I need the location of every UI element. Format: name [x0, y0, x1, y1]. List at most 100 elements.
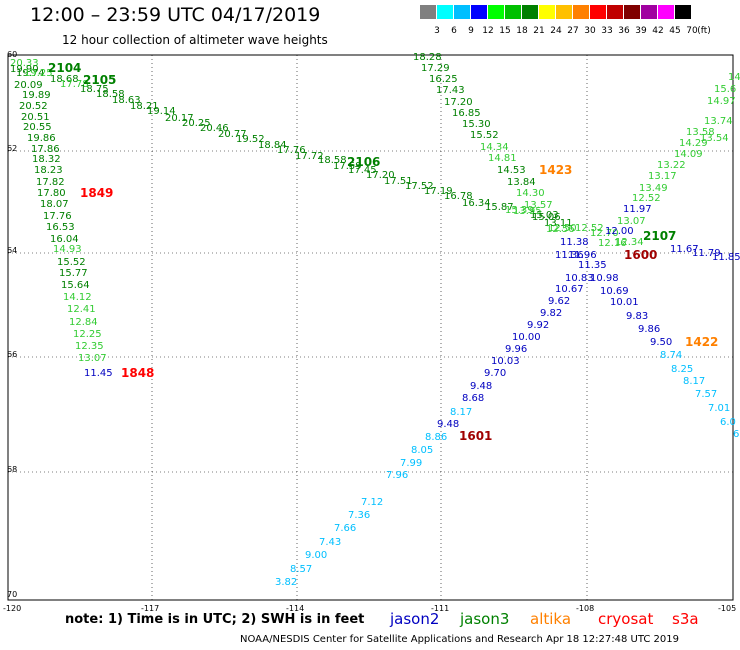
wave-value: 20.25 — [182, 118, 211, 129]
wave-value: 7.36 — [348, 510, 370, 521]
wave-value: 18.63 — [112, 95, 141, 106]
wave-value: 11.97 — [623, 204, 652, 215]
track-label-2107: 2107 — [643, 229, 676, 243]
legend-swatch-42 — [641, 5, 657, 19]
wave-value: 10.00 — [512, 332, 541, 343]
wave-value: 8.68 — [462, 393, 484, 404]
legend-swatch-30 — [573, 5, 589, 19]
legend-jason3: jason3 — [460, 610, 510, 628]
legend-swatch-33 — [590, 5, 606, 19]
wave-value: 18.07 — [40, 199, 69, 210]
legend-label-15: 15 — [499, 26, 511, 36]
wave-value: 18.32 — [32, 154, 61, 165]
wave-value: 20.77 — [218, 129, 247, 140]
legend-s3a: s3a — [672, 610, 699, 628]
legend-swatch-39 — [624, 5, 640, 19]
wave-value: 14.9 — [728, 72, 740, 83]
wave-value: 10.83 — [565, 273, 594, 284]
wave-value: 17.80 — [37, 188, 66, 199]
legend-swatch-3 — [420, 5, 436, 19]
wave-value: 16.78 — [444, 191, 473, 202]
wave-value: 13.07 — [78, 353, 107, 364]
lon-label-w117: -117 — [141, 604, 159, 613]
wave-value: 13.07 — [617, 216, 646, 227]
wave-value: 9.00 — [305, 550, 327, 561]
lat-label-66: 66 — [7, 350, 17, 359]
legend-label-12: 12 — [482, 26, 494, 36]
wave-value: 17.45 — [348, 165, 377, 176]
wave-value: 16.25 — [429, 74, 458, 85]
track-label-1849: 1849 — [80, 186, 113, 200]
wave-value: 8.74 — [660, 350, 682, 361]
legend-swatch-9 — [454, 5, 470, 19]
wave-value: 11.79 — [692, 248, 721, 259]
wave-value: 14.30 — [516, 188, 545, 199]
wave-value: 19.52 — [236, 134, 265, 145]
wave-value: 19.90 — [10, 64, 39, 75]
legend-label-30: 30 — [584, 26, 596, 36]
lon-label-w120: -120 — [3, 604, 21, 613]
legend-label-21: 21 — [533, 26, 545, 36]
wave-value: 15.39 — [505, 205, 534, 216]
wave-value: 15.6 — [714, 84, 736, 95]
wave-value: 18.75 — [80, 84, 109, 95]
wave-value: 13.84 — [507, 177, 536, 188]
legend-swatch-21 — [522, 5, 538, 19]
legend-swatch-27 — [556, 5, 572, 19]
legend-swatch-70 — [675, 5, 691, 19]
lon-label-w108: -108 — [576, 604, 594, 613]
legend-label-33: 33 — [601, 26, 613, 36]
lon-label-w105: -105 — [718, 604, 736, 613]
wave-value: 12.35 — [75, 341, 104, 352]
wave-value: 15.03 — [530, 210, 559, 221]
track-label-2104: 2104 — [48, 61, 81, 75]
wave-value: 16.04 — [50, 234, 79, 245]
legend-cryosat: cryosat — [598, 610, 654, 628]
wave-value: 14.29 — [679, 138, 708, 149]
wave-value: 18.58 — [96, 89, 125, 100]
wave-value: 17.20 — [366, 170, 395, 181]
wave-value: 7.57 — [695, 389, 717, 400]
wave-value: 8.86 — [425, 432, 447, 443]
legend-label-27: 27 — [567, 26, 579, 36]
wave-value: 13.11 — [544, 218, 573, 229]
wave-value: 20.52 — [19, 101, 48, 112]
lat-label-62: 62 — [7, 144, 17, 153]
wave-value: 9.83 — [626, 311, 648, 322]
wave-value: 19.74 — [16, 68, 45, 79]
wave-value: 3.82 — [275, 577, 297, 588]
wave-value: 9.82 — [540, 308, 562, 319]
wave-value: 15.52 — [470, 130, 499, 141]
legend-label-45: 45 — [669, 26, 681, 36]
legend-swatch-36 — [607, 5, 623, 19]
wave-value: 13.22 — [657, 160, 686, 171]
wave-value: 17.51 — [384, 176, 413, 187]
wave-value: 9.48 — [437, 419, 459, 430]
wave-value: 12.52 — [575, 223, 604, 234]
wave-value: 18.84 — [258, 140, 287, 151]
track-label-2105: 2105 — [83, 73, 116, 87]
lat-label-60: 60 — [7, 50, 17, 59]
wave-value: 13.49 — [639, 183, 668, 194]
credit-line: NOAA/NESDIS Center for Satellite Applica… — [240, 634, 679, 645]
wave-value: 20.55 — [23, 122, 52, 133]
wave-value: 20.46 — [200, 123, 229, 134]
wave-value: 7.12 — [361, 497, 383, 508]
wave-value: 7.99 — [400, 458, 422, 469]
track-label-1601: 1601 — [459, 429, 492, 443]
wave-value: 12.56 — [546, 224, 575, 235]
wave-value: 13.57 — [524, 200, 553, 211]
wave-value: 17.43 — [436, 85, 465, 96]
wave-value: 14.97 — [707, 96, 736, 107]
wave-value: 15.06 — [532, 212, 561, 223]
lon-label-w111: -111 — [431, 604, 449, 613]
legend-label-36: 36 — [618, 26, 630, 36]
legend-swatch-6 — [437, 5, 453, 19]
wave-value: 9.50 — [650, 337, 672, 348]
legend-label-6: 6 — [451, 26, 457, 36]
wave-value: 14.12 — [63, 292, 92, 303]
wave-value: 8.17 — [683, 376, 705, 387]
wave-value: 11.85 — [712, 252, 740, 263]
wave-value: 20.33 — [10, 58, 39, 69]
wave-value: 11.67 — [670, 244, 699, 255]
